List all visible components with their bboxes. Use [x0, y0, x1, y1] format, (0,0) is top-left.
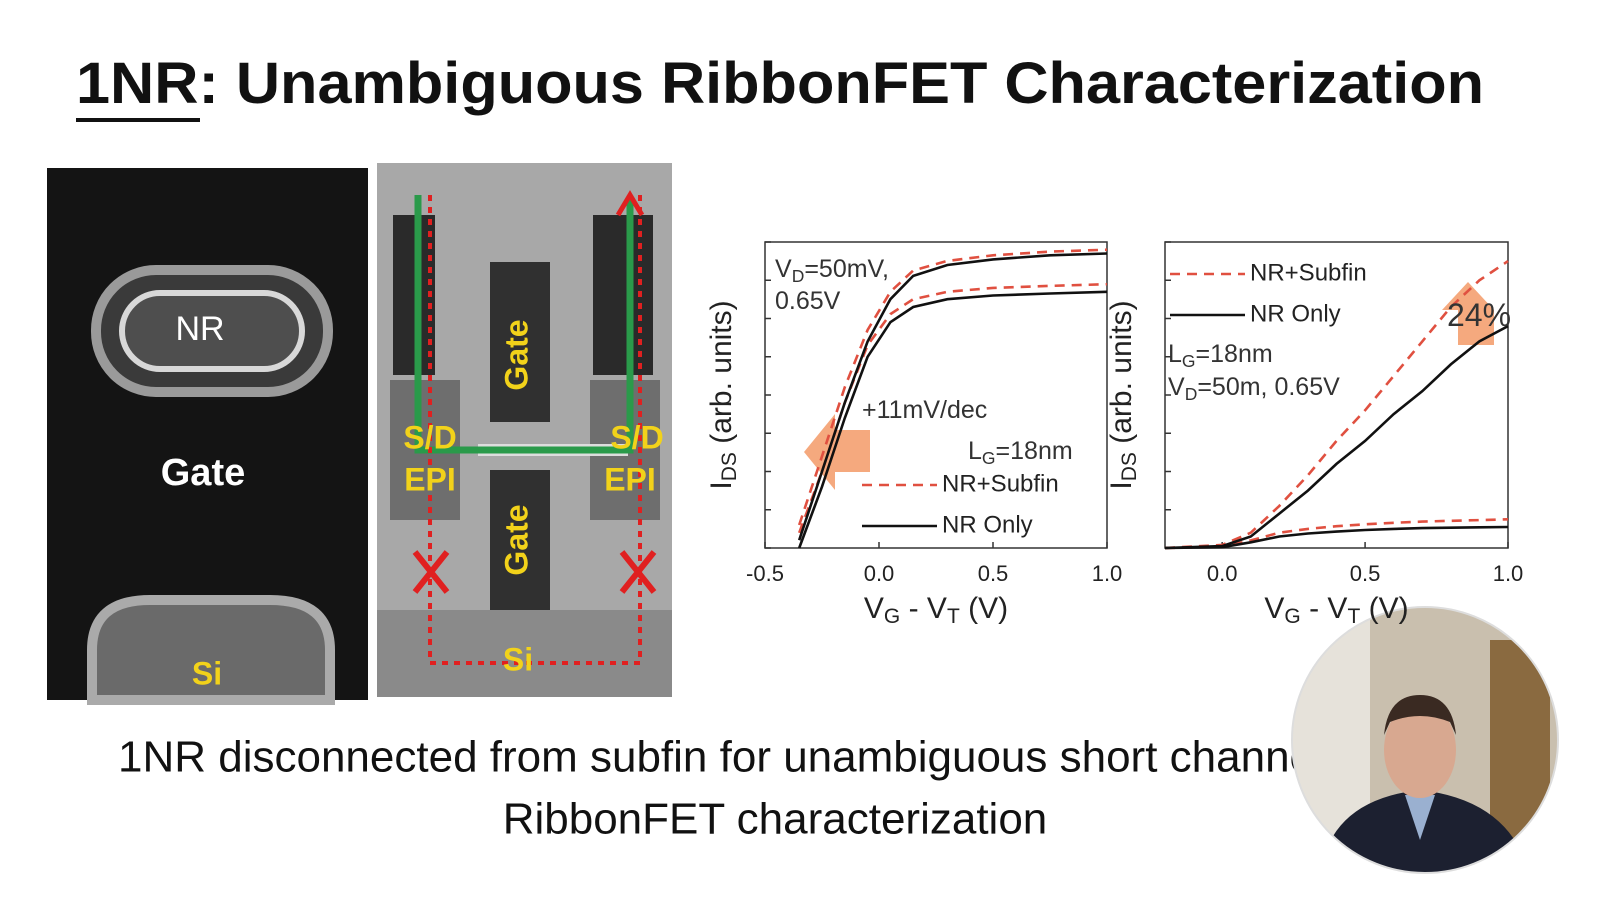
text-segment: L	[1168, 340, 1182, 368]
text-segment: 24%	[1447, 297, 1511, 333]
text-segment: G	[884, 605, 900, 628]
x-tick-label: 0.0	[864, 561, 895, 586]
title-rest: : Unambiguous RibbonFET Characterization	[198, 51, 1484, 116]
text-segment: G	[1182, 351, 1196, 371]
text-segment: G	[982, 448, 996, 468]
data-line	[797, 248, 1108, 526]
image-label: S/D	[403, 419, 456, 455]
data-line	[1164, 324, 1509, 550]
tem-image-right: Gate Gate S/D S/D EPI EPI Si	[377, 163, 672, 697]
arrow-shape	[1442, 282, 1494, 345]
data-line	[1164, 525, 1509, 550]
text-segment: D	[1185, 384, 1198, 404]
legend-label: NR+Subfin	[942, 470, 1059, 497]
caption-line: 1NR disconnected from subfin for unambig…	[118, 733, 1324, 782]
text-segment: - V	[900, 592, 947, 625]
data-line	[797, 252, 1108, 541]
chart-annotation: 24%	[1447, 297, 1511, 333]
y-axis-label: IDS (arb. units)	[1105, 300, 1141, 489]
y-axis-label: IDS (arb. units)	[705, 300, 741, 489]
image-label: Si	[192, 655, 222, 691]
x-tick-label: 0.5	[978, 561, 1009, 586]
legend-label: NR+Subfin	[1250, 259, 1367, 286]
chart-annotation: VD=50m, 0.65V	[1168, 373, 1340, 404]
text-segment: DS	[718, 452, 741, 481]
data-line	[797, 282, 1108, 534]
title-prefix: 1NR	[76, 51, 198, 116]
webcam-border	[1291, 606, 1559, 874]
image-label: NR	[175, 310, 224, 348]
text-segment: T	[947, 605, 960, 628]
data-line	[1164, 260, 1509, 550]
text-segment: D	[792, 266, 805, 286]
image-label: Gate	[161, 452, 245, 494]
text-segment: V	[1168, 373, 1185, 401]
x-tick-label: 0.0	[1207, 561, 1238, 586]
slide-title: 1NR: Unambiguous RibbonFET Characterizat…	[76, 51, 1484, 116]
text-segment: G	[1284, 605, 1300, 628]
caption-line: RibbonFET characterization	[503, 795, 1048, 844]
x-tick-label: 1.0	[1092, 561, 1123, 586]
text-segment: V	[775, 255, 792, 283]
text-segment: =50m, 0.65V	[1197, 373, 1340, 401]
image-label: EPI	[404, 461, 456, 497]
chart-annotation: 0.65V	[775, 287, 841, 315]
text-segment: - V	[1301, 592, 1348, 625]
image-label: Gate	[498, 504, 534, 575]
image-label: Si	[503, 641, 533, 677]
chart-annotation: +11mV/dec	[862, 396, 987, 424]
text-segment: DS	[1118, 452, 1141, 481]
text-segment: =18nm	[1196, 340, 1273, 368]
data-line	[1164, 518, 1509, 550]
text-segment: =50mV,	[804, 255, 889, 283]
image-label: S/D	[610, 419, 663, 455]
arrow-shape	[804, 414, 870, 490]
chart-annotation: LG=18nm	[1168, 340, 1273, 371]
x-axis-label: VG - VT (V)	[864, 592, 1008, 628]
chart-annotation: VD=50mV,	[775, 255, 889, 286]
legend-label: NR Only	[1250, 300, 1341, 327]
x-tick-label: 1.0	[1493, 561, 1524, 586]
x-tick-label: 0.5	[1350, 561, 1381, 586]
x-tick-label: -0.5	[746, 561, 784, 586]
chart-annotation: LG=18nm	[968, 437, 1073, 468]
text-segment: I	[1105, 481, 1138, 489]
text-segment: (V)	[960, 592, 1008, 625]
text-segment: 0.65V	[775, 287, 841, 315]
tem-image-left: NR Gate Si	[47, 168, 368, 705]
data-line	[797, 290, 1108, 549]
text-segment: +11mV/dec	[862, 396, 987, 424]
text-segment: T	[1347, 605, 1360, 628]
image-label: Gate	[498, 319, 534, 390]
image-label: EPI	[604, 461, 656, 497]
text-segment: (V)	[1360, 592, 1408, 625]
text-segment: (arb. units)	[1105, 300, 1138, 452]
x-axis-label: VG - VT (V)	[1264, 592, 1408, 628]
text-segment: (arb. units)	[705, 300, 738, 452]
text-segment: I	[705, 481, 738, 489]
text-segment: V	[1264, 592, 1284, 625]
text-segment: =18nm	[996, 437, 1073, 465]
legend-label: NR Only	[942, 511, 1033, 538]
text-segment: V	[864, 592, 884, 625]
text-segment: L	[968, 437, 982, 465]
